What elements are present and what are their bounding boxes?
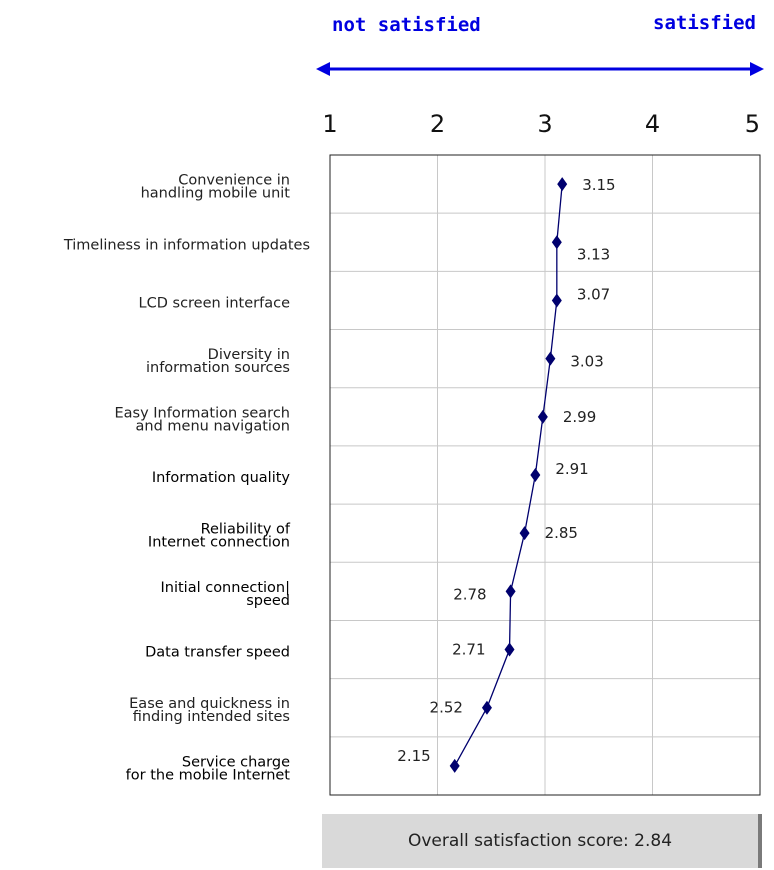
category-label: and menu navigation [136,418,290,434]
category-label: finding intended sites [133,709,290,725]
series [449,177,568,773]
category-label: Initial connection| [160,580,290,596]
category-label: speed [246,593,290,609]
value-labels: 3.15 3.13 3.07 3.03 2.99 2.91 2.85 2.78 2.71 2.52… [397,176,615,765]
value-label: 3.07 [577,285,610,303]
x-axis-ticks: 1 2 3 4 5 [322,110,760,138]
data-point-marker [551,235,562,250]
category-label: Service charge [182,754,290,770]
x-tick-label: 3 [537,110,552,138]
value-label: 3.13 [577,245,610,263]
data-point-marker [537,409,548,424]
value-label: 2.85 [545,524,578,542]
value-label: 2.15 [397,747,430,765]
overall-score-text: Overall satisfaction score: 2.84 [407,831,673,851]
overall-score-box: Overall satisfaction score: 2.84 [322,814,762,868]
scale-header: not satisfied satisfied [316,12,764,76]
category-label: Ease and quickness in [129,696,290,712]
data-point-marker [545,351,556,366]
x-tick-label: 5 [745,110,760,138]
arrow-head-right [750,62,764,76]
category-label: Diversity in [208,347,290,363]
data-point-marker [557,177,568,192]
x-tick-label: 4 [645,110,660,138]
category-label: Reliability of [201,522,291,538]
satisfaction-chart: not satisfied satisfied 1 2 3 4 5 Convenienc… [63,12,764,796]
satisfaction-arrow [316,62,764,76]
value-label: 2.71 [452,641,485,659]
value-label: 2.78 [453,585,486,603]
category-label: Timeliness in information updates [63,237,310,253]
x-tick-label: 2 [430,110,445,138]
category-label: for the mobile Internet [126,767,291,783]
data-point-marker [551,293,562,308]
data-point-marker [481,700,492,715]
plot-frame [329,154,761,796]
value-label: 2.91 [555,460,588,478]
x-tick-label: 1 [322,110,337,138]
arrow-head-left [316,62,330,76]
category-label: Internet connection [148,535,290,551]
value-label: 3.03 [570,353,603,371]
data-point-marker [530,468,541,482]
data-point-marker [449,758,460,773]
value-label: 2.99 [563,408,596,426]
category-label: Data transfer speed [145,645,290,661]
data-point-marker [505,584,516,599]
satisfied-label: satisfied [653,12,756,34]
category-label: LCD screen interface [139,295,291,311]
value-label: 3.15 [582,176,615,194]
not-satisfied-label: not satisfied [332,14,481,36]
category-label: information sources [146,360,290,376]
grid [329,154,761,796]
data-point-marker [519,526,530,541]
category-label: Easy Information search [114,405,290,421]
data-point-marker [504,642,515,657]
category-label: handling mobile unit [141,186,291,202]
category-label: Convenience in [178,173,290,189]
value-label: 2.52 [430,699,463,717]
category-label: Information quality [152,470,291,486]
